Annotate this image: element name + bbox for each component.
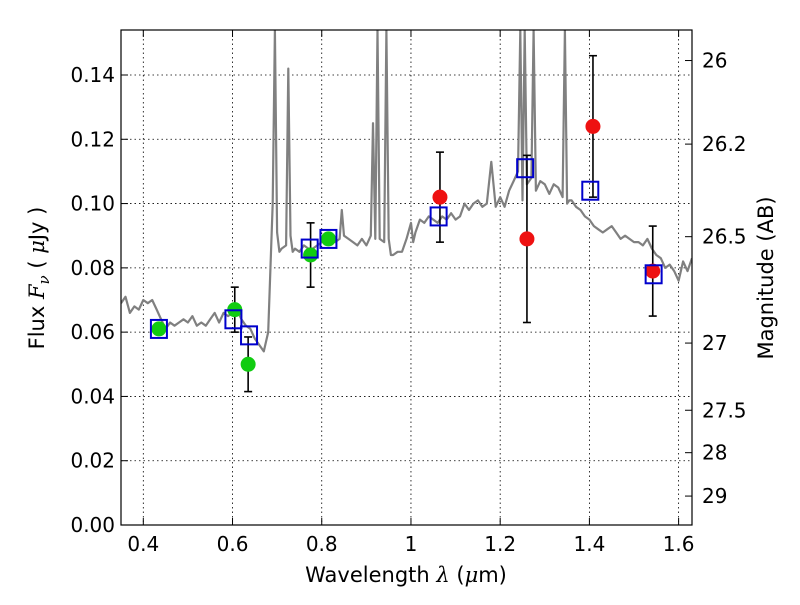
markers (149, 118, 663, 372)
x-tick-label: 0.8 (306, 532, 338, 556)
model-square (429, 206, 448, 227)
y-tick-label: 0.00 (70, 513, 115, 537)
y2-tick-label: 27.5 (702, 398, 747, 422)
y-tick-label: 0.12 (70, 127, 115, 151)
x-tick-label: 1.4 (573, 532, 605, 556)
data-point (151, 321, 167, 337)
model-square (240, 325, 259, 346)
model-square (319, 228, 338, 249)
y-tick-label: 0.02 (70, 449, 115, 473)
data-point (303, 247, 319, 263)
x-axis-label: Wavelength λ (μm) (305, 563, 507, 587)
y-tick-label: 0.04 (70, 384, 115, 408)
plot-area (121, 30, 692, 353)
model-square (581, 180, 600, 201)
x-tick-label: 1.2 (484, 532, 516, 556)
data-layer (121, 30, 692, 353)
x-tick-label: 1.6 (663, 532, 695, 556)
y2-tick-label: 26.2 (702, 132, 747, 156)
y2-tick-label: 27 (702, 331, 727, 355)
model-square (516, 158, 535, 179)
data-point (585, 118, 601, 134)
data-point (519, 231, 535, 247)
y2-tick-label: 26 (702, 49, 727, 73)
y2-axis-label: Magnitude (AB) (754, 196, 778, 359)
y-tick-label: 0.06 (70, 320, 115, 344)
y-tick-label: 0.10 (70, 192, 115, 216)
data-point (432, 189, 448, 205)
y-tick-label: 0.08 (70, 256, 115, 280)
y-tick-label: 0.14 (70, 63, 115, 87)
y2-tick-label: 26.5 (702, 225, 747, 249)
y-axis-label: Flux Fν ( μJy ) (25, 207, 53, 350)
plot-background (121, 30, 692, 525)
data-point (320, 231, 336, 247)
y2-tick-label: 29 (702, 484, 727, 508)
data-point (645, 263, 661, 279)
x-tick-label: 0.6 (217, 532, 249, 556)
model-square (224, 309, 243, 330)
x-tick-label: 1 (405, 532, 418, 556)
ticks: 0.4 0.6 0.8 1 1.2 1.4 1.6 0.00 0.02 0.04 0.06 0.08 0… (70, 30, 747, 556)
data-point (240, 356, 256, 372)
y2-tick-label: 28 (702, 441, 727, 465)
model-square (149, 318, 168, 339)
model-square (644, 264, 663, 285)
x-tick-label: 0.4 (127, 532, 159, 556)
spectrum-line (121, 30, 692, 353)
plot-frame (120, 29, 693, 526)
model-square (300, 238, 319, 259)
